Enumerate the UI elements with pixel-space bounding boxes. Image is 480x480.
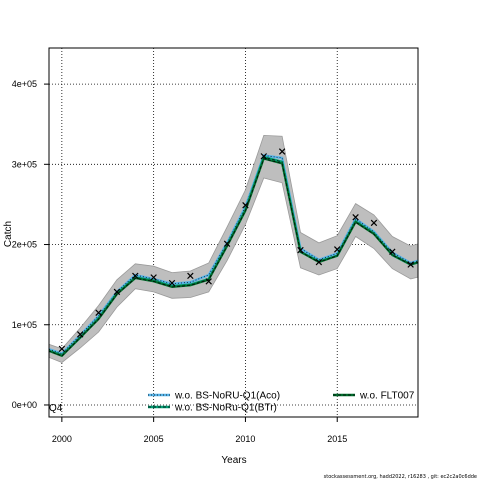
x-tick-label: 2000	[52, 434, 72, 444]
observation-point	[333, 246, 341, 253]
observation-point	[168, 279, 176, 287]
observation-point	[242, 202, 249, 209]
y-axis-title: Catch	[3, 221, 14, 247]
x-axis-title: Years	[221, 455, 246, 466]
y-tick-label: 4e+05	[12, 79, 37, 89]
observation-point	[407, 261, 414, 268]
observation-point	[205, 278, 212, 285]
confidence-band	[49, 134, 418, 363]
axes: 2000 2005 2010 2015 0e+00 1e+05 2e+05 3e+05 4e+0…	[12, 47, 419, 444]
observation-point	[150, 274, 157, 281]
series-line-3-overlay	[49, 158, 418, 357]
x-tick-label: 2015	[327, 434, 347, 444]
series-lines	[49, 154, 418, 358]
observation-point	[260, 153, 268, 160]
y-tick-label: 3e+05	[12, 159, 37, 169]
observation-point	[352, 214, 359, 221]
legend-label-2: w.o. BS-NoRu-Q1(BTr)	[174, 403, 277, 414]
observation-point	[297, 246, 304, 254]
plot-frame	[48, 47, 419, 418]
observation-point	[76, 331, 84, 338]
observation-point	[315, 258, 323, 266]
legend-label-1: w.o. BS-NoRU-Q1(Aco)	[174, 391, 280, 402]
y-tick-label: 2e+05	[12, 240, 37, 250]
observation-point	[132, 272, 139, 280]
legend-label-3: w.o. FLT007	[359, 391, 415, 402]
panel-label: Q4	[49, 403, 63, 414]
confidence-band-area	[49, 134, 418, 363]
observation-point	[113, 288, 121, 296]
observation-point	[370, 219, 378, 227]
x-tick-label: 2005	[144, 434, 164, 444]
y-tick-label: 0e+00	[12, 400, 37, 410]
y-tick-label: 1e+05	[12, 320, 37, 330]
observation-points	[58, 148, 414, 353]
observation-point	[278, 148, 286, 155]
legend: w.o. BS-NoRU-Q1(Aco)w.o. BS-NoRu-Q1(BTr)…	[148, 391, 415, 414]
x-tick-label: 2010	[235, 434, 255, 444]
observation-point	[389, 248, 396, 255]
footer-credit: stockassessment.org, hadd2022, r16283 , …	[324, 474, 477, 480]
observation-point	[58, 345, 66, 353]
observation-point	[95, 309, 102, 316]
observation-point	[223, 240, 231, 247]
observation-point	[187, 272, 194, 280]
